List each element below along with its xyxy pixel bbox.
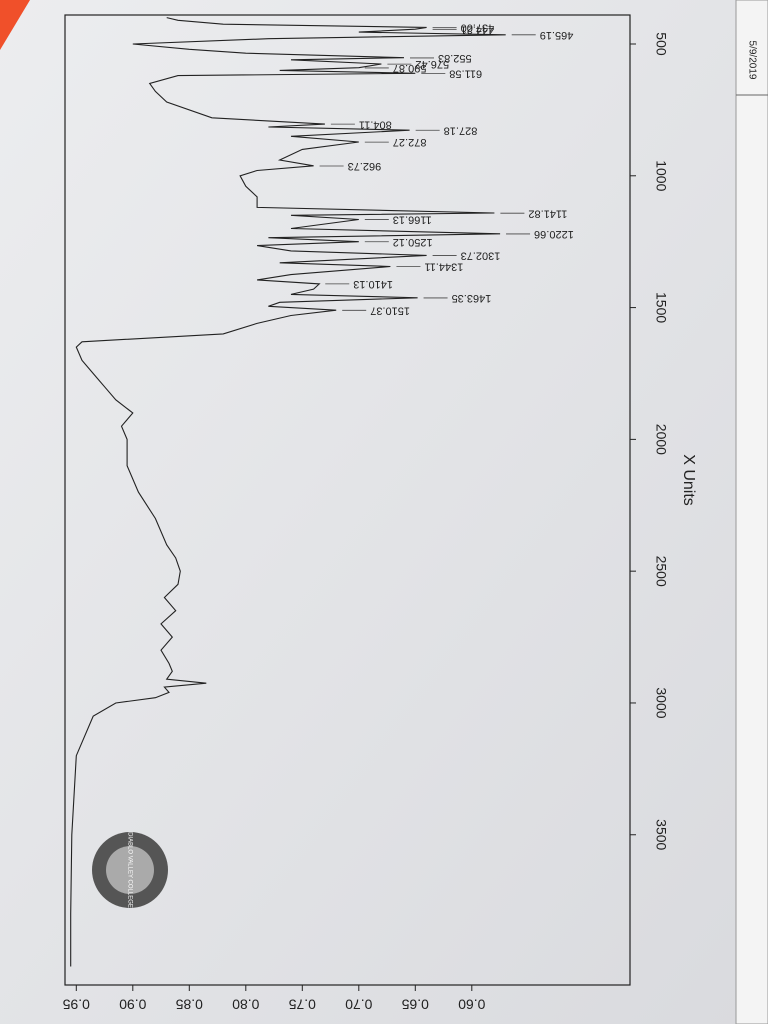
- peak-label: 576.42: [415, 58, 449, 70]
- x-axis-title: X Units: [680, 454, 697, 506]
- peak-label: 1166.13: [393, 214, 432, 226]
- date: 5/9/2019: [746, 41, 757, 80]
- y-tick-label: 0.85: [175, 996, 202, 1012]
- peak-label: 1220.66: [534, 228, 574, 240]
- x-tick-label: 1500: [653, 292, 669, 323]
- peak-label: 1302.73: [461, 250, 501, 262]
- peak-label: 1510.37: [370, 304, 410, 316]
- peak-label: 827.18: [444, 124, 478, 136]
- y-tick-label: 0.60: [458, 996, 485, 1012]
- x-tick-label: 3000: [653, 687, 669, 718]
- y-tick-label: 0.90: [119, 996, 146, 1012]
- peak-label: 1141.82: [528, 207, 567, 219]
- peak-label: 590.87: [393, 62, 427, 74]
- logo-text: DIABLO VALLEY COLLEGE: [126, 832, 132, 908]
- background-orange: [0, 0, 30, 50]
- peak-label: 444.21: [461, 23, 495, 35]
- y-tick-label: 0.95: [62, 996, 89, 1012]
- peak-label: 465.19: [540, 29, 574, 41]
- peak-label: 1344.11: [424, 261, 463, 273]
- y-tick-label: 0.75: [288, 996, 315, 1012]
- peak-label: 804.11: [359, 118, 392, 130]
- plot-frame: [64, 14, 631, 986]
- peak-label: 872.27: [393, 136, 427, 148]
- peak-label: 611.58: [449, 67, 482, 79]
- x-tick-label: 2500: [653, 556, 669, 587]
- peak-label: 552.83: [438, 52, 472, 64]
- y-tick-label: 0.65: [401, 996, 428, 1012]
- x-tick-label: 1000: [653, 160, 669, 191]
- second-page: [735, 0, 768, 1025]
- peak-label: 1410.13: [353, 278, 393, 290]
- x-tick-label: 3500: [653, 819, 669, 850]
- y-tick-label: 0.70: [345, 996, 372, 1012]
- logo: DIABLO VALLEY COLLEGE: [92, 832, 168, 908]
- x-tick-label: 2000: [653, 424, 669, 455]
- peak-label: 437.00: [461, 21, 495, 33]
- peak-label: 1250.12: [393, 236, 433, 248]
- y-tick-label: 0.80: [232, 996, 259, 1012]
- peak-label: 962.73: [348, 160, 382, 172]
- peak-label: 1463.35: [452, 292, 492, 304]
- logo-center: [106, 846, 154, 894]
- x-tick-label: 500: [653, 32, 669, 56]
- spectrum-line: [70, 17, 506, 967]
